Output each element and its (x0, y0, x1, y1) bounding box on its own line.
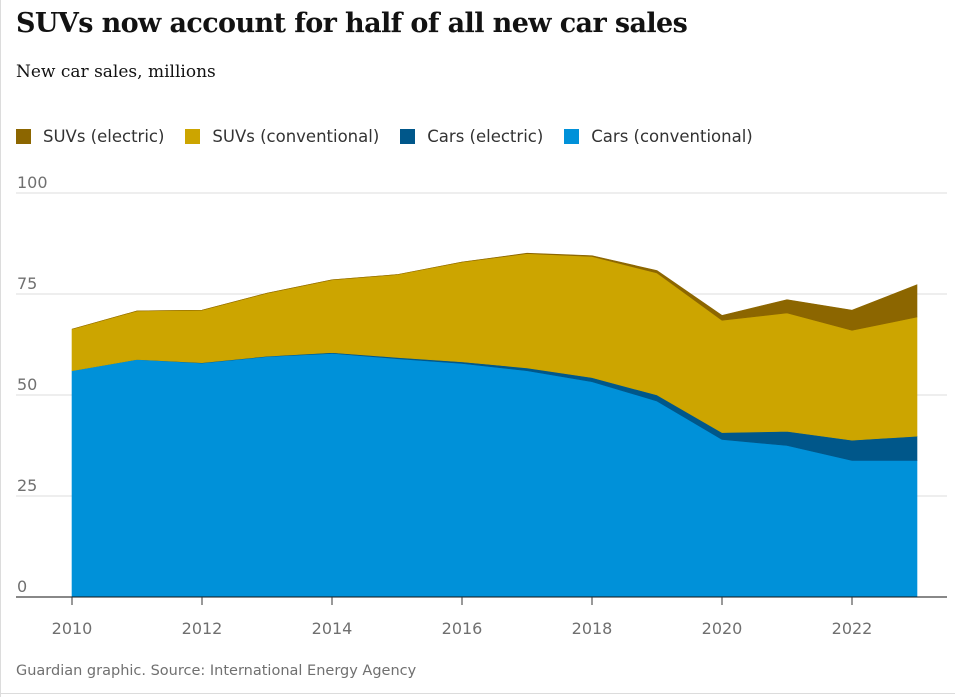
x-tick-label: 2010 (52, 619, 93, 638)
area-series-suvs-electric (71, 252, 918, 331)
y-tick-label: 100 (17, 173, 48, 192)
legend-label: Cars (electric) (427, 126, 544, 146)
legend: SUVs (electric) SUVs (conventional) Cars… (16, 124, 774, 148)
legend-swatch (16, 128, 31, 144)
x-tick-label: 2022 (832, 619, 873, 638)
bottom-border (0, 693, 955, 694)
legend-label: SUVs (electric) (43, 126, 165, 146)
legend-label: Cars (conventional) (591, 126, 753, 146)
y-tick-label: 50 (17, 375, 37, 394)
y-tick-label: 0 (17, 577, 27, 596)
legend-swatch (400, 128, 416, 144)
legend-item-cars-conventional: Cars (conventional) (564, 126, 753, 146)
x-tick-label: 2016 (442, 619, 483, 638)
y-tick-label: 75 (17, 274, 37, 293)
legend-item-suvs-electric: SUVs (electric) (16, 127, 164, 146)
left-border (0, 0, 1, 697)
chart-subtitle: New car sales, millions (16, 62, 216, 82)
chart-title: SUVs now account for half of all new car… (16, 8, 688, 39)
y-tick-label: 25 (17, 476, 37, 495)
legend-label: SUVs (conventional) (212, 126, 380, 146)
legend-swatch (564, 128, 580, 144)
x-tick-label: 2014 (312, 619, 353, 638)
x-tick-label: 2020 (702, 619, 743, 638)
x-tick-label: 2012 (182, 619, 223, 638)
legend-item-suvs-conventional: SUVs (conventional) (185, 127, 379, 146)
legend-item-cars-electric: Cars (electric) (400, 127, 543, 146)
legend-swatch (185, 128, 201, 144)
x-tick-label: 2018 (572, 619, 613, 638)
source-note: Guardian graphic. Source: International … (16, 663, 417, 679)
